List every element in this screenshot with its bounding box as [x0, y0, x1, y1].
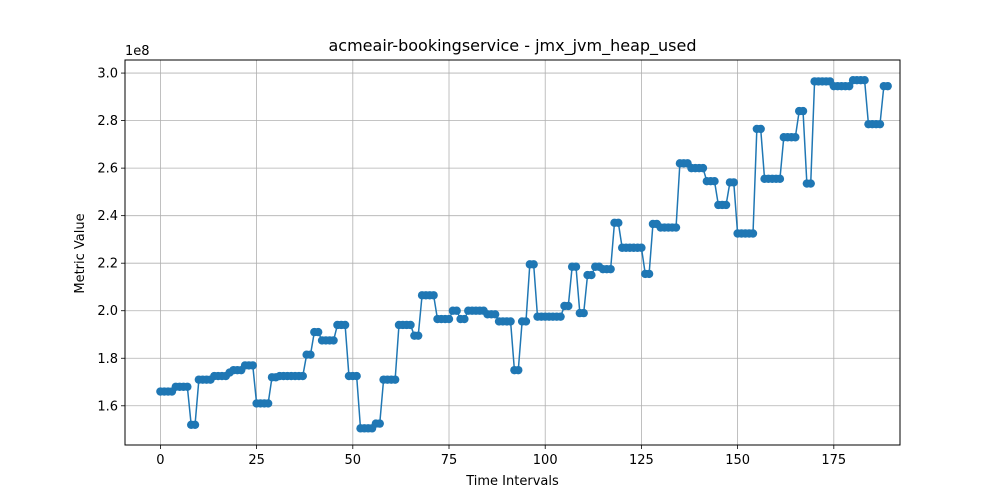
data-point: [860, 76, 869, 85]
data-point: [490, 310, 500, 319]
data-point: [806, 179, 815, 188]
data-point: [564, 301, 573, 311]
data-point: [587, 270, 596, 280]
plot-frame: [124, 59, 901, 446]
data-point: [429, 291, 438, 300]
data-point: [506, 317, 515, 326]
data-point: [721, 200, 731, 210]
x-tick-label: 25: [248, 453, 265, 468]
x-axis-label: Time Intervals: [465, 474, 559, 489]
data-point: [340, 320, 350, 330]
y-tick-label: 2.0: [97, 304, 118, 319]
x-tick-label: 0: [156, 453, 164, 468]
data-point: [637, 243, 646, 252]
data-point: [748, 229, 758, 238]
series-layer: [156, 76, 892, 433]
data-point: [845, 81, 854, 91]
y-tick-label: 1.8: [97, 352, 118, 367]
data-point: [306, 350, 315, 359]
y-tick-label: 2.2: [97, 257, 118, 272]
data-point: [375, 419, 384, 428]
data-point: [521, 317, 531, 326]
chart-title: acmeair-bookingservice - jmx_jvm_heap_us…: [328, 36, 696, 56]
x-tick-label: 150: [725, 453, 750, 468]
data-point: [452, 306, 461, 315]
data-point: [556, 312, 565, 321]
data-point: [352, 371, 361, 381]
data-point: [390, 375, 400, 384]
data-point: [571, 262, 581, 271]
data-point: [444, 314, 454, 324]
data-point: [791, 133, 800, 142]
y-tick-label: 2.6: [97, 162, 118, 177]
data-point: [414, 331, 423, 340]
data-point: [329, 336, 338, 345]
data-point: [298, 371, 307, 381]
y-axis-label: Metric Value: [73, 213, 88, 293]
data-point: [614, 218, 623, 227]
data-point: [671, 223, 681, 232]
data-point: [248, 361, 257, 370]
data-point: [263, 399, 273, 408]
data-point: [313, 327, 323, 337]
data-point: [579, 308, 588, 318]
data-point: [775, 174, 785, 184]
data-point: [460, 314, 469, 324]
data-point: [729, 178, 738, 187]
data-point: [183, 382, 192, 391]
x-tick-label: 50: [345, 453, 362, 468]
data-point: [883, 81, 892, 91]
y-tick-label: 2.8: [97, 114, 118, 129]
y-axis-scale-label: 1e8: [125, 44, 150, 59]
x-tick-label: 175: [821, 453, 846, 468]
data-point: [698, 163, 708, 173]
data-point: [644, 269, 654, 279]
data-point: [529, 260, 538, 269]
y-tick-label: 1.6: [97, 399, 118, 414]
x-tick-label: 125: [629, 453, 654, 468]
data-point: [606, 264, 615, 274]
x-axis-ticks: 0 25 50 75 100 125 150 175: [156, 445, 846, 468]
data-point: [190, 420, 200, 429]
y-tick-label: 2.4: [97, 209, 118, 224]
x-tick-label: 75: [441, 453, 458, 468]
data-point: [406, 320, 415, 330]
data-point: [875, 119, 885, 129]
y-tick-label: 3.0: [97, 67, 118, 82]
x-tick-label: 100: [533, 453, 558, 468]
data-point: [710, 177, 719, 186]
data-point: [514, 365, 523, 375]
y-axis-ticks: 1.6 1.8 2.0 2.2 2.4 2.6 2.8 3.0: [97, 67, 125, 414]
data-point: [798, 106, 808, 116]
data-point: [756, 124, 765, 134]
